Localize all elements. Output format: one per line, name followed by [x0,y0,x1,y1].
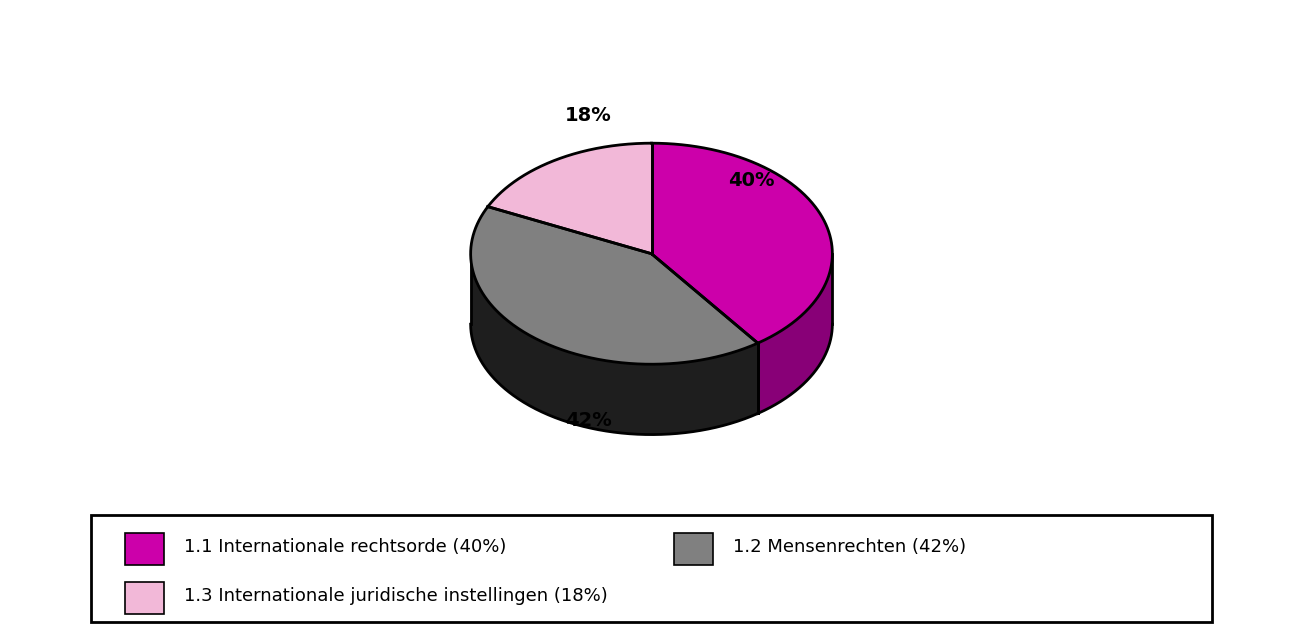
Text: 42%: 42% [564,411,611,430]
Text: 18%: 18% [564,106,611,124]
Text: 1.1 Internationale rechtsorde (40%): 1.1 Internationale rechtsorde (40%) [184,538,507,556]
FancyBboxPatch shape [91,515,1212,622]
Text: 1.2 Mensenrechten (42%): 1.2 Mensenrechten (42%) [734,538,967,556]
Polygon shape [758,254,833,413]
Text: 1.3 Internationale juridische instellingen (18%): 1.3 Internationale juridische instelling… [184,587,609,605]
Polygon shape [470,207,758,364]
Polygon shape [487,143,652,254]
FancyBboxPatch shape [125,533,164,565]
Polygon shape [652,143,833,343]
FancyBboxPatch shape [674,533,713,565]
Polygon shape [470,254,758,435]
Text: 40%: 40% [727,171,774,190]
FancyBboxPatch shape [125,582,164,614]
